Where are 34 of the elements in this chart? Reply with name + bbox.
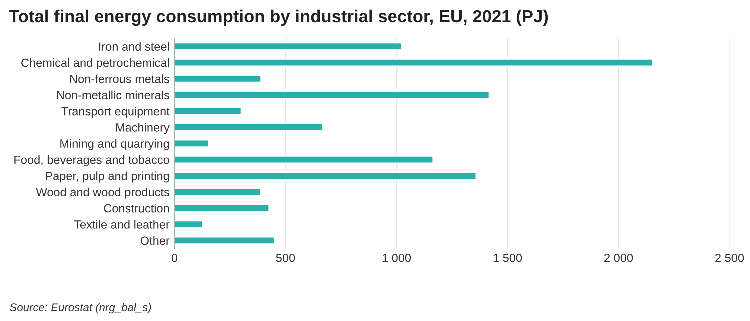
bar [174, 139, 210, 148]
bar [174, 204, 270, 213]
y-tick-label: Paper, pulp and printing [46, 172, 170, 183]
y-tick-label: Machinery [116, 123, 170, 134]
chart-title: Total final energy consumption by industrial sector, EU, 2021 (PJ) [9, 10, 548, 26]
y-tick-label: Chemical and petrochemical [22, 58, 170, 70]
x-tick-label: 1 000 [382, 254, 412, 262]
x-tick-label: 0 [172, 254, 178, 262]
y-tick-label: Mining and quarrying [60, 139, 170, 150]
x-tick-label: 500 [276, 254, 296, 262]
y-tick-label: Non-ferrous metals [70, 74, 170, 84]
x-tick-label: 2 000 [604, 254, 634, 262]
x-tick-label: 2 500 [716, 254, 744, 262]
y-tick-label: Iron and steel [99, 42, 170, 51]
bar [174, 42, 403, 51]
bar [174, 58, 654, 68]
source-note: Source: Eurostat (nrg_bal_s) [10, 303, 152, 314]
bar [174, 106, 242, 116]
y-tick-label: Non-metallic minerals [57, 90, 170, 100]
bar [174, 155, 434, 164]
y-tick-label: Wood and wood products [36, 188, 170, 199]
bar [174, 188, 262, 196]
y-tick-label: Textile and leather [74, 220, 170, 229]
bar [174, 236, 276, 246]
bar [174, 123, 324, 132]
x-tick-label: 1 500 [494, 254, 522, 262]
y-tick-label: Transport equipment [62, 107, 170, 118]
bar [174, 172, 478, 180]
y-tick-label: Construction [104, 204, 170, 213]
bar [174, 90, 490, 100]
y-tick-label: Food, beverages and tobacco [14, 156, 170, 167]
bar [174, 220, 204, 229]
bar [174, 74, 262, 84]
y-tick-label: Other [140, 236, 170, 246]
